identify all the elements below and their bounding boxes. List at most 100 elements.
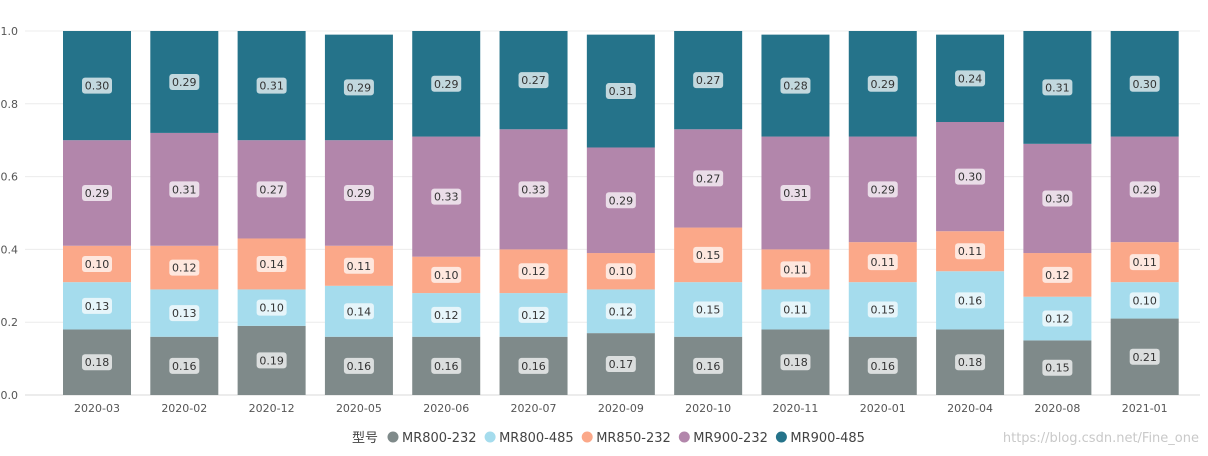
bar-stack-2020-07[interactable]: 0.16 0.12 0.12 0.33 0.27	[499, 31, 568, 395]
data-label: 0.16	[347, 360, 372, 373]
data-label-box	[343, 303, 374, 320]
y-tick-label: 0.2	[1, 316, 19, 329]
x-tick-label: 2020-08	[1034, 402, 1080, 415]
x-tick-label: 2020-02	[161, 402, 207, 415]
bar-stack-2020-08[interactable]: 0.15 0.12 0.12 0.30 0.31	[1023, 31, 1092, 395]
bars: 0.18 0.13 0.10 0.29 0.30 0.16 0.13 0.12 0.31 0.29…	[63, 31, 1179, 395]
bar-stack-2020-12[interactable]: 0.19 0.10 0.14 0.27 0.31	[237, 31, 306, 395]
x-tick-label: 2020-07	[511, 402, 557, 415]
data-label-box	[82, 255, 112, 272]
data-label-box	[867, 357, 898, 374]
data-label: 0.12	[609, 305, 634, 318]
legend-item-MR900-485[interactable]: MR900-485	[775, 431, 865, 446]
data-label: 0.11	[871, 256, 896, 269]
data-label-box	[955, 292, 986, 309]
bar-stack-2020-10[interactable]: 0.16 0.15 0.15 0.27 0.27	[674, 31, 743, 395]
data-label-box	[256, 299, 287, 316]
legend-label: MR850-232	[596, 431, 671, 446]
bar-stack-2020-11[interactable]: 0.18 0.11 0.11 0.31 0.28	[761, 34, 830, 395]
data-label-box	[256, 255, 287, 272]
data-label: 0.27	[259, 183, 284, 196]
data-label: 0.31	[172, 183, 197, 196]
x-tick-label: 2020-09	[598, 402, 644, 415]
data-label: 0.16	[958, 294, 983, 307]
data-label-box	[256, 77, 287, 94]
data-label: 0.11	[783, 263, 808, 276]
data-label-box	[1129, 181, 1160, 198]
data-label: 0.14	[347, 305, 372, 318]
data-label: 0.10	[434, 269, 459, 282]
legend-marker	[678, 431, 690, 443]
legend-label: MR800-485	[499, 431, 574, 446]
data-label-box	[343, 184, 374, 201]
data-label-box	[82, 77, 112, 94]
bar-stack-2021-01[interactable]: 0.21 0.10 0.11 0.29 0.30	[1110, 31, 1179, 395]
data-label: 0.11	[958, 245, 983, 258]
data-label-box	[867, 75, 898, 92]
data-label: 0.24	[958, 72, 983, 85]
x-tick-label: 2020-04	[947, 402, 993, 415]
data-label: 0.10	[609, 265, 634, 278]
data-label: 0.27	[696, 172, 721, 185]
x-tick-label: 2020-10	[685, 402, 731, 415]
bar-stack-2020-03[interactable]: 0.18 0.13 0.10 0.29 0.30	[63, 31, 131, 395]
data-label-box	[867, 301, 898, 318]
data-label-box	[605, 263, 636, 280]
data-label: 0.10	[85, 258, 110, 271]
data-label-box	[780, 77, 811, 94]
data-label-box	[693, 72, 724, 89]
data-label: 0.19	[259, 354, 284, 367]
data-label: 0.31	[1045, 81, 1070, 94]
data-label-box	[1129, 254, 1160, 271]
data-label-box	[780, 354, 811, 371]
legend-marker	[581, 431, 593, 443]
data-label-box	[605, 356, 636, 373]
y-tick-label: 0.8	[1, 98, 19, 111]
data-label: 0.14	[259, 258, 284, 271]
x-tick-label: 2020-12	[249, 402, 295, 415]
data-label-box	[518, 306, 549, 323]
data-label: 0.16	[521, 360, 546, 373]
data-label: 0.10	[1132, 294, 1157, 307]
data-label: 0.29	[347, 81, 372, 94]
legend-item-MR800-232[interactable]: MR800-232	[387, 431, 477, 446]
legend: 型号 MR800-232 MR800-485 MR850-232 MR900-232 MR…	[352, 431, 865, 446]
data-label-box	[1042, 79, 1073, 96]
data-label-box	[518, 357, 549, 374]
legend-label: MR900-232	[693, 431, 768, 446]
data-label: 0.11	[347, 260, 372, 273]
data-label: 0.30	[1045, 192, 1070, 205]
legend-item-MR850-232[interactable]: MR850-232	[581, 431, 671, 446]
bar-stack-2020-02[interactable]: 0.16 0.13 0.12 0.31 0.29	[150, 31, 219, 395]
data-label-box	[693, 170, 724, 187]
x-tick-label: 2020-05	[336, 402, 382, 415]
legend-item-MR800-485[interactable]: MR800-485	[484, 431, 574, 446]
x-tick-label: 2020-03	[74, 402, 120, 415]
x-tick-label: 2021-01	[1122, 402, 1168, 415]
data-label-box	[343, 79, 374, 96]
data-label-box	[693, 246, 724, 263]
data-label: 0.29	[609, 194, 634, 207]
data-label: 0.29	[1132, 183, 1157, 196]
bar-stack-2020-01[interactable]: 0.16 0.15 0.11 0.29 0.29	[848, 31, 917, 395]
data-label: 0.31	[783, 187, 808, 200]
data-label-box	[693, 357, 724, 374]
data-label-box	[169, 305, 200, 322]
data-label-box	[169, 73, 200, 90]
data-label-box	[780, 261, 811, 278]
bar-stack-2020-06[interactable]: 0.16 0.12 0.10 0.33 0.29	[412, 31, 481, 395]
data-label-box	[780, 184, 811, 201]
legend-label: MR900-485	[790, 431, 865, 446]
data-label: 0.12	[172, 262, 197, 275]
x-axis: 2020-03 2020-02 2020-12 2020-05 2020-06 2020-…	[74, 402, 1168, 415]
data-label-box	[1129, 75, 1160, 92]
data-label: 0.11	[1132, 256, 1157, 269]
bar-stack-2020-09[interactable]: 0.17 0.12 0.10 0.29 0.31	[586, 34, 655, 395]
bar-stack-2020-04[interactable]: 0.18 0.16 0.11 0.30 0.24	[936, 34, 1005, 395]
data-label: 0.18	[85, 356, 110, 369]
data-label: 0.29	[871, 78, 896, 91]
data-label-box	[169, 259, 200, 276]
data-label-box	[955, 354, 986, 371]
legend-item-MR900-232[interactable]: MR900-232	[678, 431, 768, 446]
bar-stack-2020-05[interactable]: 0.16 0.14 0.11 0.29 0.29	[324, 34, 393, 395]
